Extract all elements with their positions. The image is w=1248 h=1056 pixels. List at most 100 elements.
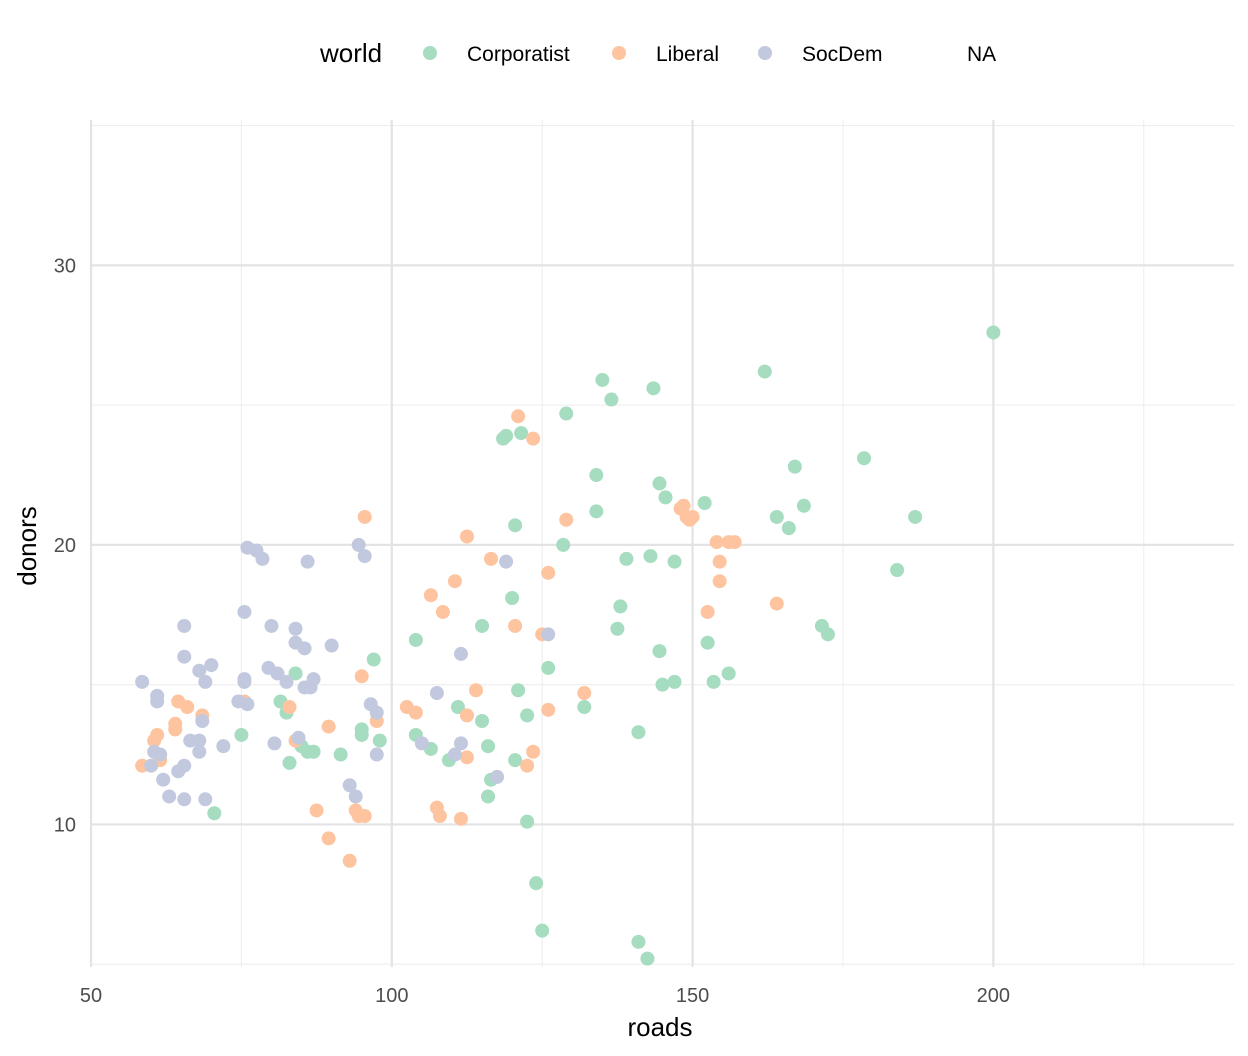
data-point <box>890 563 905 578</box>
data-point <box>414 736 429 751</box>
data-point <box>514 426 529 441</box>
data-point <box>857 451 872 466</box>
legend-key-socdem <box>758 46 772 60</box>
data-point <box>700 635 715 650</box>
data-point <box>354 669 369 684</box>
data-point <box>216 739 231 754</box>
data-point <box>712 574 727 589</box>
data-point <box>267 736 282 751</box>
data-point <box>195 714 210 729</box>
data-point <box>279 674 294 689</box>
data-point <box>447 574 462 589</box>
data-point <box>162 789 177 804</box>
data-point <box>432 809 447 824</box>
data-point <box>453 736 468 751</box>
data-point <box>469 683 484 698</box>
data-point <box>192 733 207 748</box>
data-point <box>520 758 535 773</box>
data-point <box>535 923 550 938</box>
data-point <box>435 604 450 619</box>
data-point <box>453 811 468 826</box>
data-point <box>429 686 444 701</box>
data-point <box>297 641 312 656</box>
legend-label-socdem: SocDem <box>802 43 883 66</box>
data-point <box>820 627 835 642</box>
data-point <box>667 674 682 689</box>
data-point <box>613 599 628 614</box>
data-point <box>577 686 592 701</box>
data-point <box>240 697 255 712</box>
data-point <box>282 755 297 770</box>
data-point <box>604 392 619 407</box>
data-point <box>646 381 661 396</box>
data-point <box>787 459 802 474</box>
data-point <box>908 509 923 524</box>
data-point <box>682 512 697 527</box>
data-point <box>484 551 499 566</box>
legend-label-liberal: Liberal <box>656 43 719 66</box>
data-point <box>306 744 321 759</box>
data-point <box>348 789 363 804</box>
data-point <box>282 700 297 715</box>
data-point <box>619 551 634 566</box>
data-point <box>366 652 381 667</box>
data-point <box>577 700 592 715</box>
data-point <box>180 700 195 715</box>
legend-title: world <box>319 38 382 68</box>
data-point <box>321 831 336 846</box>
data-point <box>177 792 192 807</box>
data-point <box>631 934 646 949</box>
data-point <box>712 554 727 569</box>
x-axis-title: roads <box>627 1012 692 1042</box>
x-tick-label: 50 <box>80 985 102 1007</box>
data-point <box>796 498 811 513</box>
x-axis-tick-labels: 50 100 150 200 <box>80 985 1010 1007</box>
data-point <box>135 674 150 689</box>
data-point <box>333 747 348 762</box>
data-point <box>511 409 526 424</box>
data-point <box>508 518 523 533</box>
data-point <box>342 778 357 793</box>
data-point <box>700 604 715 619</box>
data-point <box>303 680 318 695</box>
data-point <box>589 504 604 519</box>
data-point <box>631 725 646 740</box>
data-point <box>450 700 465 715</box>
y-axis-title: donors <box>12 506 42 586</box>
data-point <box>541 627 556 642</box>
y-tick-label: 30 <box>54 255 76 277</box>
data-point <box>727 535 742 550</box>
data-point <box>300 554 315 569</box>
data-point <box>372 733 387 748</box>
legend-key-corporatist <box>423 46 437 60</box>
data-point <box>781 521 796 536</box>
data-point <box>541 702 556 717</box>
data-point <box>198 792 213 807</box>
x-tick-label: 200 <box>977 985 1010 1007</box>
data-point <box>529 876 544 891</box>
data-point <box>342 853 357 868</box>
data-point <box>556 537 571 552</box>
data-point <box>264 618 279 633</box>
data-point <box>709 535 724 550</box>
data-point <box>706 674 721 689</box>
data-point <box>459 750 474 765</box>
data-point <box>234 727 249 742</box>
data-point <box>769 596 784 611</box>
data-point <box>357 549 372 564</box>
data-point <box>198 674 213 689</box>
data-point <box>652 476 667 491</box>
data-point <box>475 618 490 633</box>
data-point <box>354 727 369 742</box>
data-point <box>526 744 541 759</box>
data-point <box>177 649 192 664</box>
data-point <box>177 618 192 633</box>
data-point <box>721 666 736 681</box>
data-point <box>499 554 514 569</box>
data-point <box>357 509 372 524</box>
data-point <box>658 490 673 505</box>
x-tick-label: 150 <box>676 985 709 1007</box>
data-point <box>291 730 306 745</box>
y-tick-label: 20 <box>54 535 76 557</box>
